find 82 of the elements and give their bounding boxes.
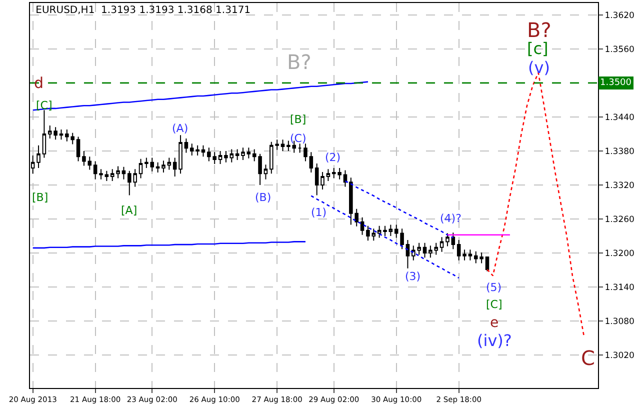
candlestick — [304, 143, 308, 162]
annotation: (B) — [255, 191, 272, 204]
annotation: C — [581, 346, 595, 370]
candlestick — [309, 152, 314, 174]
annotation: [C] — [36, 99, 52, 112]
candlestick — [406, 240, 410, 269]
candlestick — [235, 148, 240, 161]
candlestick — [468, 249, 472, 261]
candlestick — [172, 157, 177, 178]
candlestick — [178, 134, 182, 174]
candlestick — [388, 224, 393, 237]
annotation: [C] — [486, 298, 502, 311]
candlestick — [462, 249, 466, 261]
candlestick — [360, 216, 364, 236]
ref-line-label: 1.3500 — [600, 78, 632, 88]
candlestick — [383, 225, 387, 237]
candlestick — [422, 242, 427, 258]
candlestick — [167, 157, 172, 170]
candlestick — [264, 164, 268, 180]
y-tick-label: 1.3020 — [604, 351, 634, 362]
candlestick — [122, 166, 126, 180]
annotation: [c] — [527, 39, 548, 58]
candlestick — [298, 143, 302, 154]
candlestick — [88, 156, 92, 170]
candlestick — [314, 162, 319, 196]
candlestick — [451, 232, 456, 250]
annotation: d — [34, 74, 44, 92]
y-tick-label: 1.3260 — [604, 215, 634, 226]
y-tick-label: 1.3080 — [604, 317, 634, 328]
candlestick — [184, 138, 188, 154]
candlestick — [366, 225, 370, 242]
annotation: (1) — [311, 206, 327, 219]
candlestick — [320, 171, 324, 190]
y-tick-label: 1.3560 — [604, 44, 634, 55]
annotation: [A] — [121, 204, 138, 217]
annotation: B? — [287, 50, 312, 74]
candlestick — [224, 150, 228, 163]
annotation: (v) — [528, 58, 550, 77]
annotation: (C) — [290, 132, 306, 145]
candlestick — [343, 170, 348, 188]
candlestick — [104, 170, 109, 182]
candlestick — [326, 168, 330, 182]
candlestick — [372, 228, 376, 242]
chart-title: EURUSD,H1 1.3193 1.3193 1.3168 1.3171 — [36, 5, 251, 16]
candlestick — [440, 236, 444, 252]
candlestick — [42, 110, 46, 158]
y-tick-label: 1.3200 — [604, 249, 634, 260]
annotation: [B] — [32, 191, 48, 204]
candlestick — [162, 160, 166, 174]
annotation: [B] — [290, 113, 306, 126]
candlestick — [76, 136, 80, 162]
annotation: B? — [527, 18, 552, 42]
annotation: e — [490, 315, 499, 331]
annotation: (A) — [172, 122, 188, 135]
candlestick — [156, 162, 160, 174]
candlestick — [93, 160, 98, 180]
candlestick — [36, 144, 40, 168]
annotation: (2) — [325, 151, 341, 164]
y-tick-label: 1.3380 — [604, 146, 634, 157]
candlestick — [138, 158, 143, 179]
annotation: (iv)? — [477, 331, 512, 350]
annotation: (3) — [405, 270, 421, 283]
candlestick — [201, 144, 206, 158]
y-tick-label: 1.3140 — [604, 283, 634, 294]
candlestick — [377, 225, 382, 238]
candlestick — [99, 168, 103, 180]
candlestick — [456, 240, 461, 261]
y-tick-label: 1.3620 — [604, 10, 634, 21]
candlestick — [246, 147, 251, 159]
candlestick — [218, 150, 222, 165]
candlestick — [485, 256, 490, 272]
y-tick-label: 1.3320 — [604, 180, 634, 191]
line-series — [32, 241, 306, 249]
candlestick — [230, 148, 234, 163]
candlestick — [280, 139, 285, 152]
candlestick — [59, 128, 64, 140]
candlestick — [82, 150, 86, 166]
candlestick — [446, 232, 450, 247]
y-tick-label: 1.3440 — [604, 112, 634, 123]
annotation: (4)? — [440, 212, 462, 225]
annotation: (5) — [486, 281, 502, 294]
candlestick — [241, 147, 245, 161]
